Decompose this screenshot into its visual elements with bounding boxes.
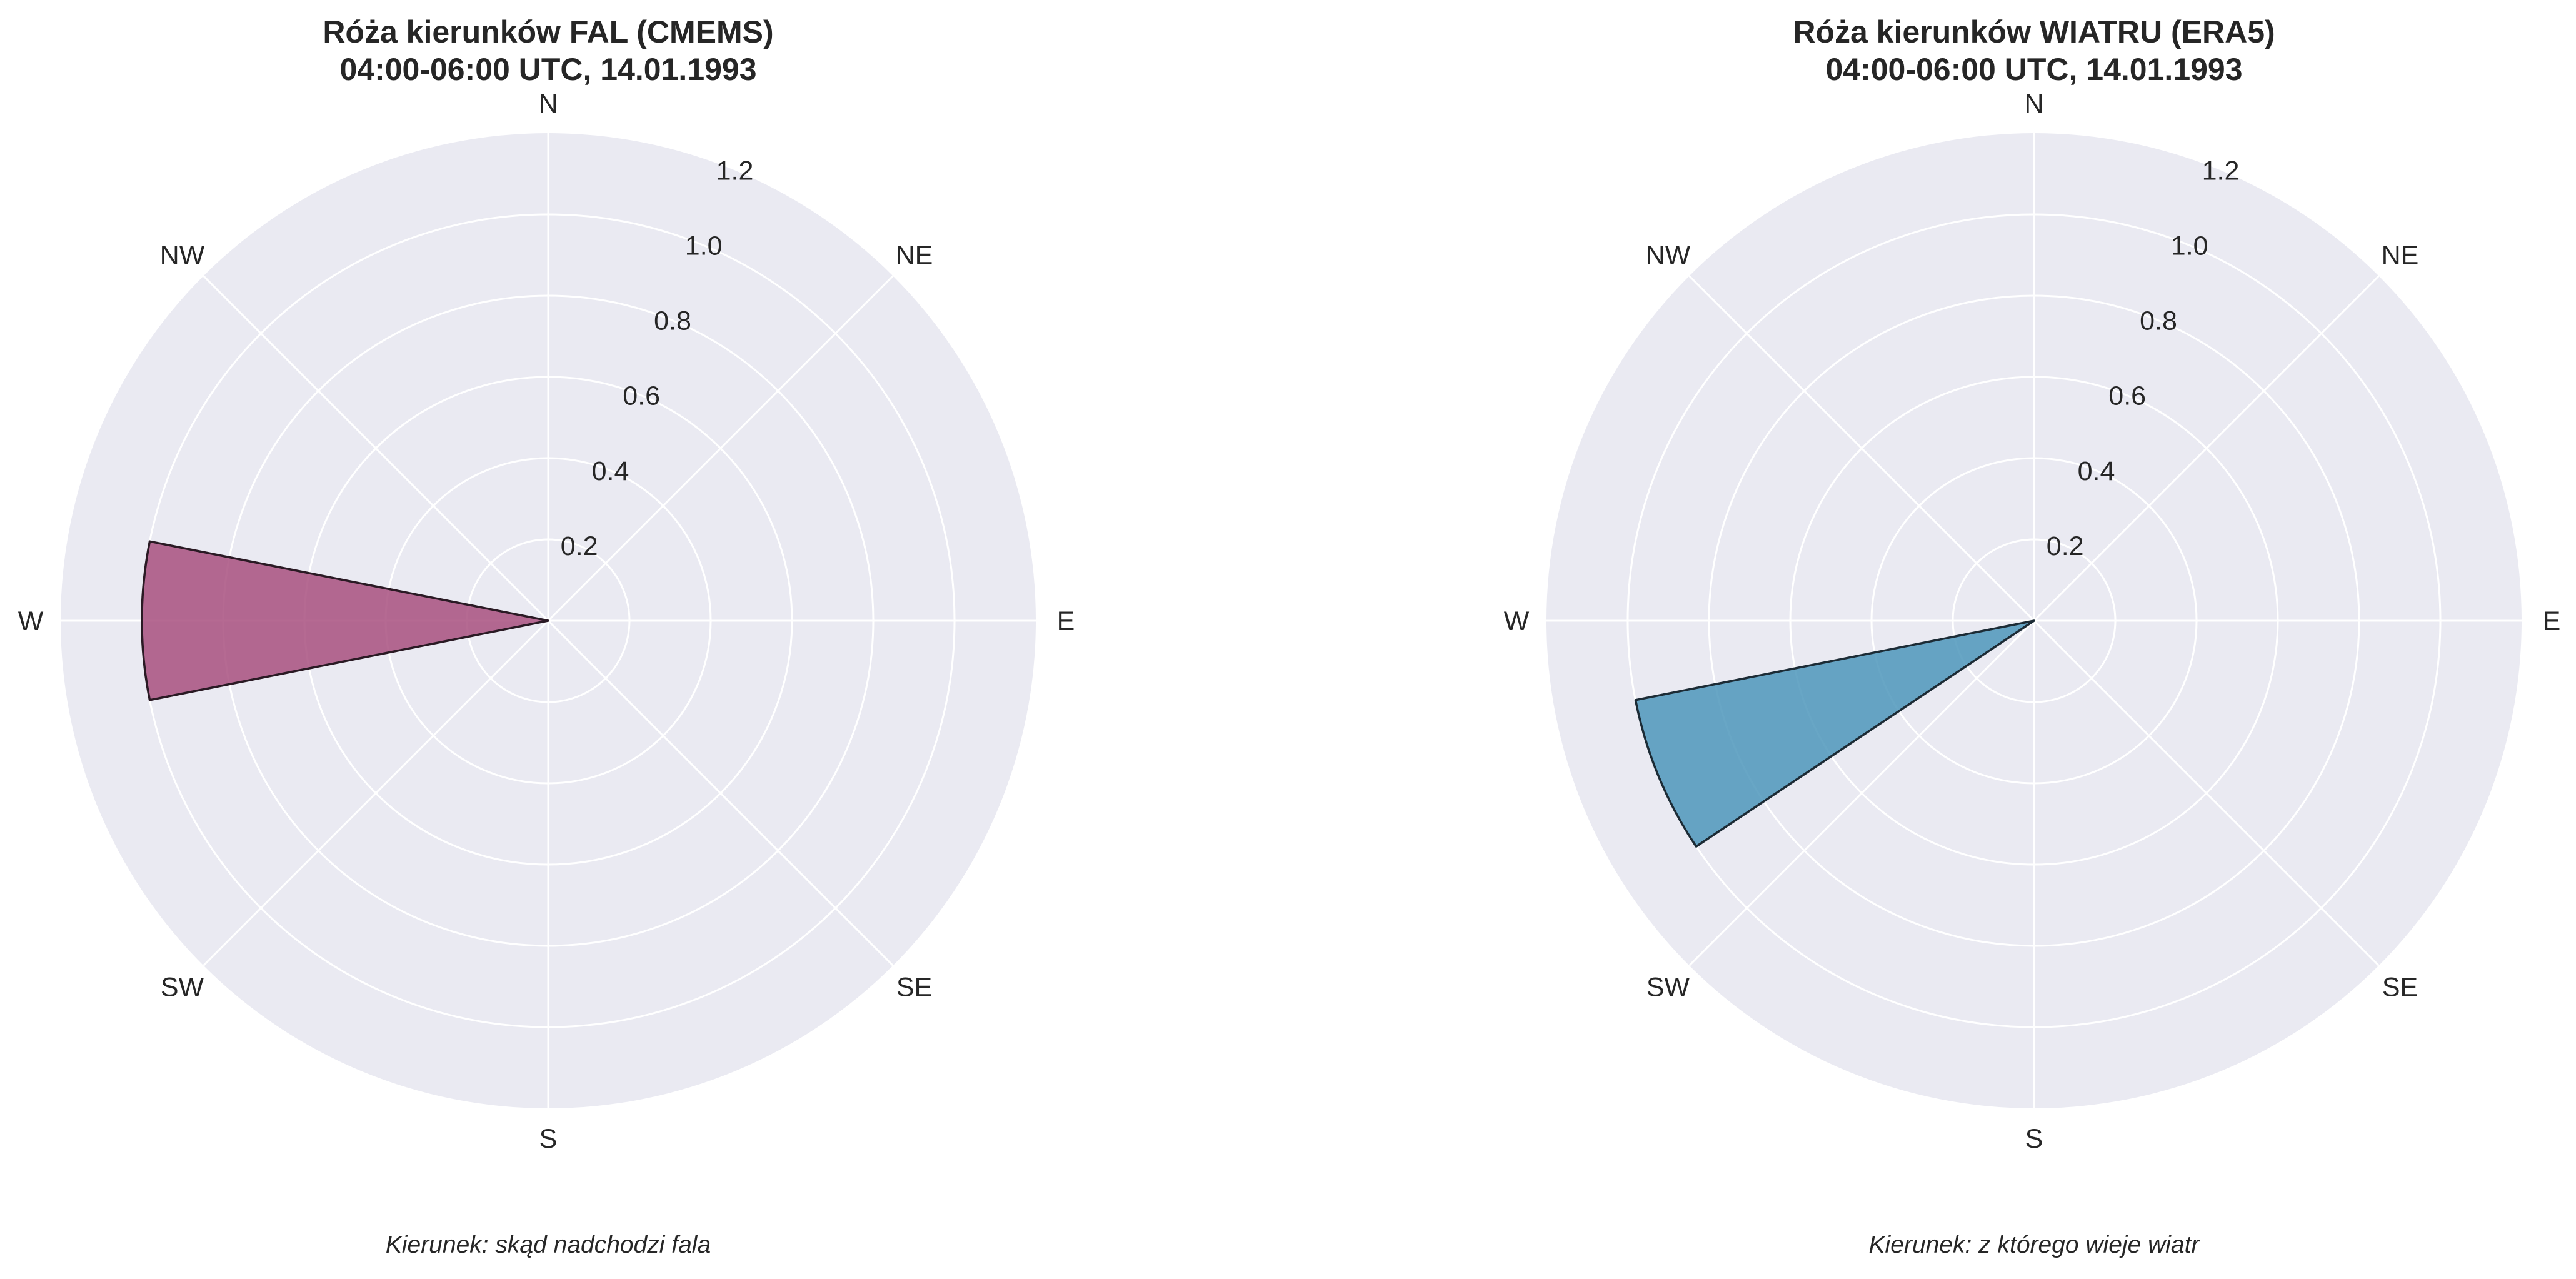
wave-rose-tick-0-6: 0.6 <box>623 381 660 411</box>
wave-rose-dir-w: W <box>18 606 44 636</box>
wave-rose-chart: Róża kierunków FAL (CMEMS) 04:00-06:00 U… <box>18 14 1075 1258</box>
wind-rose-tick-0-4: 0.4 <box>2078 456 2115 486</box>
wind-rose-dir-s: S <box>2025 1124 2043 1154</box>
wave-rose-title: Róża kierunków FAL (CMEMS) <box>323 14 773 49</box>
wave-rose-subtitle: 04:00-06:00 UTC, 14.01.1993 <box>339 52 756 87</box>
wave-rose-caption: Kierunek: skąd nadchodzi fala <box>386 1231 711 1258</box>
wind-rose-title: Róża kierunków WIATRU (ERA5) <box>1793 14 2275 49</box>
wave-rose-spoke-ne <box>547 275 894 622</box>
wave-rose-tick-0-2: 0.2 <box>561 531 598 561</box>
wave-rose-spokes <box>61 133 1036 1108</box>
wave-rose-spoke-se <box>547 619 894 966</box>
wind-rose-caption: Kierunek: z którego wieje wiatr <box>1869 1231 2201 1258</box>
wind-rose-dir-n: N <box>2024 89 2043 119</box>
wind-rose-tick-1-2: 1.2 <box>2202 156 2240 186</box>
wind-rose-dir-w: W <box>1504 606 1530 636</box>
wind-rose-dir-e: E <box>2543 606 2561 636</box>
wind-rose-subtitle: 04:00-06:00 UTC, 14.01.1993 <box>1825 52 2242 87</box>
wave-rose-dir-ne: NE <box>896 241 933 271</box>
wind-rose-chart: Róża kierunków WIATRU (ERA5) 04:00-06:00… <box>1504 14 2561 1258</box>
wave-rose-dir-n: N <box>538 89 558 119</box>
wind-rose-tick-1-0: 1.0 <box>2171 231 2208 261</box>
wave-rose-spoke-nw <box>203 275 549 622</box>
wind-rose-dir-nw: NW <box>1646 241 1691 271</box>
wave-rose-tick-0-8: 0.8 <box>654 306 691 336</box>
wind-rose-spoke-ne <box>2033 275 2380 622</box>
wind-rose-spoke-sw <box>1688 619 2035 966</box>
wave-rose-dir-se: SE <box>896 973 932 1003</box>
wind-rose-tick-0-6: 0.6 <box>2108 381 2146 411</box>
wind-rose-spoke-nw <box>1688 275 2035 622</box>
wind-rose-dir-sw: SW <box>1646 973 1690 1003</box>
wave-rose-bar-w <box>141 540 549 701</box>
wind-rose-spokes <box>1546 133 2522 1108</box>
wind-rose-bar-wsw <box>1634 619 2035 848</box>
wind-rose-tick-0-2: 0.2 <box>2047 531 2084 561</box>
wave-rose-dir-s: S <box>539 1124 558 1154</box>
wave-rose-tick-1-0: 1.0 <box>685 231 723 261</box>
wave-rose-tick-1-2: 1.2 <box>716 156 754 186</box>
wind-rose-tick-0-8: 0.8 <box>2140 306 2177 336</box>
wave-rose-dir-e: E <box>1057 606 1075 636</box>
wave-rose-tick-0-4: 0.4 <box>592 456 629 486</box>
wave-rose-dir-nw: NW <box>160 241 205 271</box>
wave-rose-dir-sw: SW <box>161 973 204 1003</box>
wind-rose-spoke-se <box>2033 619 2380 966</box>
wind-rose-dir-se: SE <box>2382 973 2418 1003</box>
wave-rose-spoke-sw <box>203 619 549 966</box>
wind-rose-dir-ne: NE <box>2382 241 2419 271</box>
